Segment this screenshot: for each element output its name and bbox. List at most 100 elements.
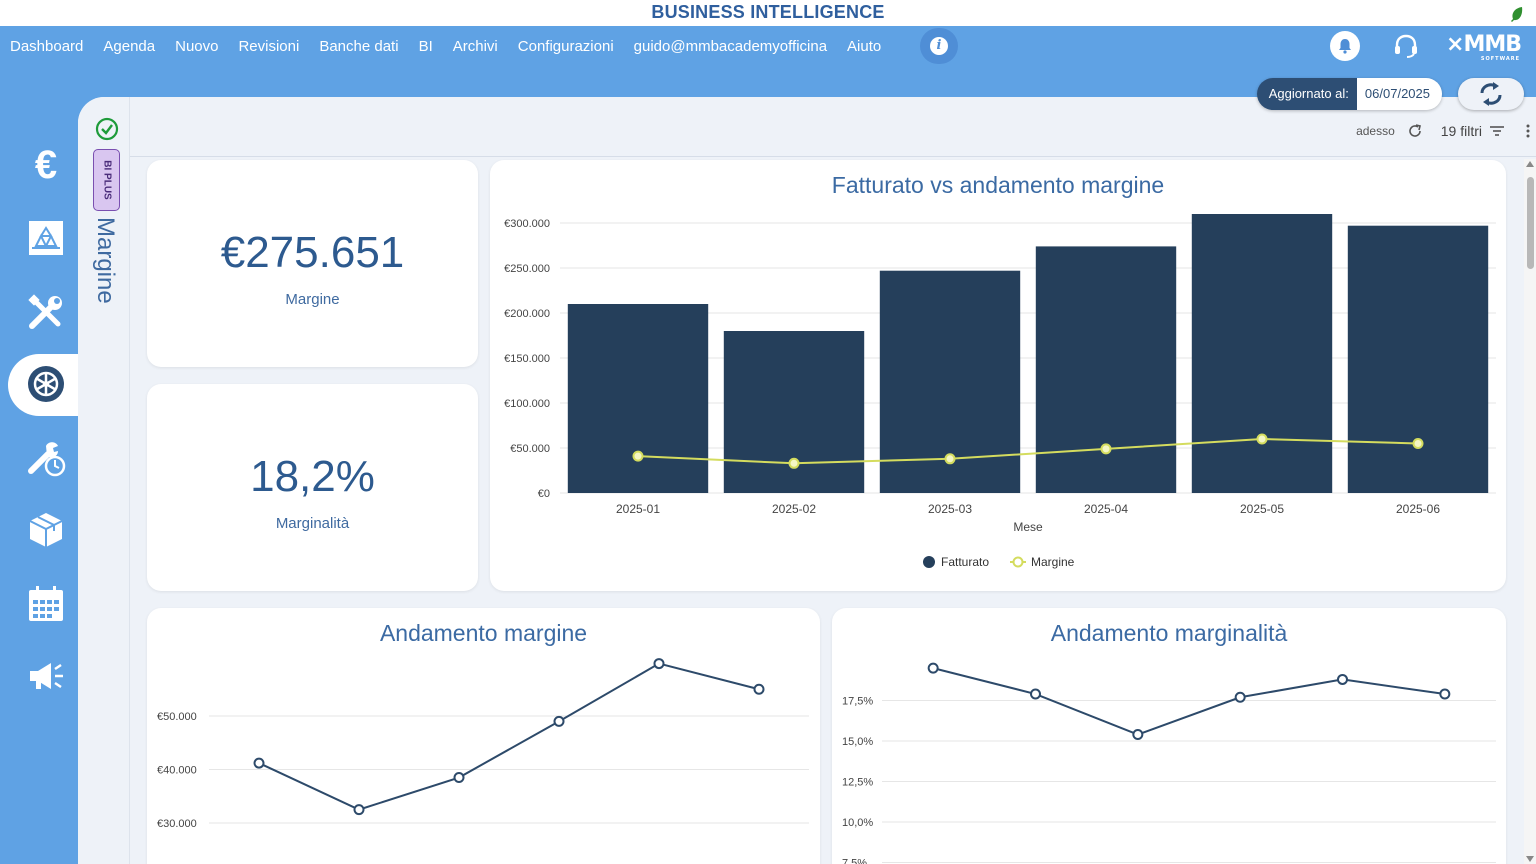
point-margine [1256,433,1268,445]
legend-marker-margine [1012,556,1024,568]
series-point [753,683,765,695]
menu-item-archivi[interactable]: Archivi [452,37,498,55]
menu-item-agenda[interactable]: Agenda [103,37,156,55]
scroll-down-icon[interactable] [1526,856,1534,862]
brand-logo: ×MMB SOFTWARE [1446,32,1522,62]
sync-button[interactable] [1458,78,1524,110]
updated-date[interactable]: 06/07/2025 [1356,78,1442,110]
y-tick-label: €200.000 [504,308,550,320]
andamento-margine-chart: €30.000 €40.000 €50.000 [157,658,809,830]
main-panel: BI PLUS Margine Aggiornato al: 06/07/202… [78,78,1536,864]
series-point [653,658,665,670]
filters-count[interactable]: 19 filtri [1440,123,1482,139]
chart-card-andamento-marginalita: Andamento marginalità 7,5% 10,0% 12,5% 15,0… [832,608,1506,864]
point-margine [632,450,644,462]
menu-item-bi[interactable]: BI [418,37,433,55]
chart-card-fatturato: Fatturato vs andamento margine €0 €50.000… [490,160,1506,591]
leaf-icon [1511,7,1523,22]
wheel-icon[interactable] [24,362,68,406]
menu-item-aiuto[interactable]: Aiuto [847,37,882,55]
scroll-up-icon[interactable] [1526,161,1534,167]
y-tick-label: 7,5% [842,858,867,864]
x-axis-label: Mese [1013,520,1043,534]
kpi-value: 18,2% [250,452,375,501]
more-vert-icon[interactable] [1506,123,1536,139]
y-tick-label: 10,0% [842,817,873,829]
legend-label-margine: Margine [1031,555,1075,569]
updated-label: Aggiornato al: [1256,78,1357,110]
wrench-timer-icon[interactable] [24,436,68,480]
y-tick-label: 15,0% [842,736,873,748]
menu-item-configurazioni[interactable]: Configurazioni [517,37,614,55]
kpi-label: Marginalità [275,515,350,532]
series-point [1030,688,1041,700]
series-line [258,662,760,811]
euro-icon[interactable]: € [24,142,68,186]
fatturato-margine-chart: €0 €50.000 €100.000 €150.000 €200.000 €250.00… [504,214,1496,569]
y-tick-label: €250.000 [504,263,550,275]
filter-icon[interactable] [1488,123,1506,139]
updated-date-control[interactable]: Aggiornato al: 06/07/2025 [1256,78,1442,110]
bar-fatturato [1035,246,1177,493]
tools-icon[interactable] [24,290,68,334]
svg-text:€: € [35,144,57,184]
dashboard-toolbar: Aggiornato al: 06/07/2025 adesso 19 filt… [130,78,1536,157]
megaphone-icon[interactable] [24,654,68,698]
vertical-scrollbar[interactable] [1524,159,1536,864]
series-point [1439,688,1451,700]
series-point [1337,673,1348,685]
box-icon[interactable] [24,508,68,552]
y-tick-label: 12,5% [842,777,873,789]
menu-item-revisioni[interactable]: Revisioni [238,37,300,55]
headset-icon[interactable] [1392,32,1420,60]
title-bar: BUSINESS INTELLIGENCE [0,0,1536,26]
point-margine [788,457,800,469]
y-tick-label: €50.000 [157,711,197,723]
menu-item-dashboard[interactable]: Dashboard [10,37,84,55]
notifications-button[interactable] [1330,31,1360,61]
sync-icon [1480,82,1502,106]
left-sidebar: € [0,100,88,864]
series-point [927,662,939,674]
x-tick-label: 2025-01 [616,502,660,516]
page-side-strip: BI PLUS Margine [78,97,130,864]
scrollbar-thumb[interactable] [1527,177,1534,269]
kpi-value: €275.651 [220,228,405,277]
menu-item-user[interactable]: guido@mmbacademyofficina [633,37,828,55]
x-tick-label: 2025-06 [1396,502,1440,516]
y-tick-label: €300.000 [504,218,550,230]
point-margine [1412,438,1424,449]
menu-item-banche-dati[interactable]: Banche dati [319,37,399,55]
series-point [553,715,565,727]
series-point [353,804,365,816]
main-menu: Dashboard Agenda Nuovo Revisioni Banche … [10,26,901,66]
warehouse-icon[interactable] [24,216,68,260]
x-tick-label: 2025-05 [1240,502,1284,516]
y-tick-label: €100.000 [504,398,550,410]
menu-item-nuovo[interactable]: Nuovo [175,37,219,55]
y-tick-label: €40.000 [157,765,197,777]
series-point [453,772,465,784]
bi-plus-badge: BI PLUS [93,149,120,211]
kpi-card-margine: €275.651 Margine [147,160,478,367]
calendar-icon[interactable] [24,582,68,626]
bar-fatturato [1191,214,1333,493]
kpi-card-marginalita: 18,2% Marginalità [147,384,478,591]
info-button[interactable]: i [920,28,958,64]
x-tick-label: 2025-04 [1084,502,1128,516]
series-line [932,667,1445,736]
kpi-label: Margine [285,291,340,308]
point-margine [944,453,956,465]
x-tick-label: 2025-02 [772,502,816,516]
bar-fatturato [1347,225,1489,493]
last-refresh-text: adesso [1356,124,1395,138]
refresh-icon[interactable] [1407,123,1423,139]
chart-title: Andamento marginalità [1050,620,1288,646]
point-margine [1100,443,1112,455]
dashboard-meta: adesso 19 filtri [1356,121,1536,141]
andamento-marginalita-chart: 7,5% 10,0% 12,5% 15,0% 17,5% [842,662,1496,864]
app-title: BUSINESS INTELLIGENCE [651,2,885,22]
legend-label-fatturato: Fatturato [941,555,989,569]
top-nav: Dashboard Agenda Nuovo Revisioni Banche … [0,26,1536,66]
page-title: Margine [92,217,119,304]
